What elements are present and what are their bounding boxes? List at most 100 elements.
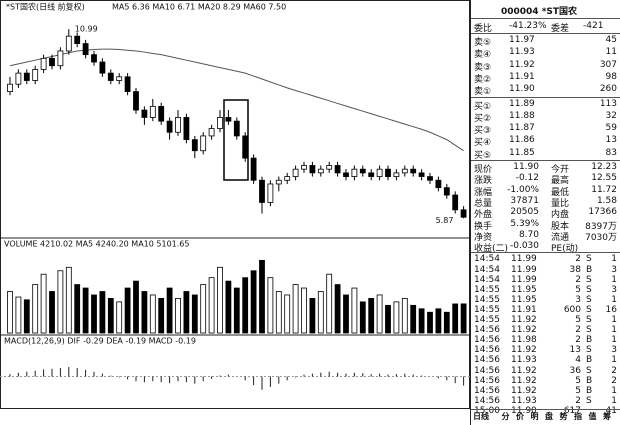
sell-cell: 45 bbox=[605, 35, 617, 45]
volume-bar bbox=[267, 277, 274, 334]
buy-cell: 买④ bbox=[474, 138, 492, 149]
tab[interactable]: 价 bbox=[516, 412, 524, 421]
trade-cell: 2 bbox=[575, 274, 581, 285]
trade-cell: 14:56 bbox=[474, 375, 500, 386]
buy-cell: 买③ bbox=[474, 126, 492, 137]
trade-cell: 14:56 bbox=[474, 335, 500, 346]
tab[interactable]: 筹 bbox=[603, 412, 611, 421]
trade-cell: S bbox=[586, 304, 592, 315]
volume-bar bbox=[317, 291, 324, 334]
trade-cell: 14:56 bbox=[474, 355, 500, 366]
candle-body bbox=[91, 54, 97, 63]
volume-bar bbox=[191, 294, 198, 334]
trade-cell: S bbox=[586, 294, 592, 305]
ma-text: MA5 6.36 MA10 6.71 MA20 8.29 MA60 7.50 bbox=[112, 3, 286, 12]
trade-cell: 14:54 bbox=[474, 254, 500, 265]
buy-cell: 买① bbox=[474, 101, 492, 112]
sell-cell: 11.93 bbox=[509, 47, 535, 58]
candle-body bbox=[74, 35, 81, 44]
separator bbox=[471, 96, 620, 98]
sell-cell: 11 bbox=[605, 47, 617, 58]
trade-cell: S bbox=[586, 345, 592, 356]
buy-cell: 59 bbox=[605, 123, 617, 134]
sell-cell: 11.97 bbox=[509, 35, 535, 45]
volume-label: VOLUME 4210.02 MA5 4240.20 MA10 5101.65 bbox=[4, 240, 189, 249]
trade-cell: 5 bbox=[575, 315, 581, 325]
volume-bar bbox=[326, 273, 333, 334]
candle-body bbox=[183, 117, 190, 141]
volume-bar bbox=[284, 294, 291, 334]
volume-bar bbox=[74, 284, 81, 334]
buy-cell: 买② bbox=[474, 113, 492, 124]
ratio-cell: 委比 bbox=[474, 24, 493, 34]
stat-cell: -0.030 bbox=[509, 241, 539, 252]
candle-body bbox=[49, 57, 55, 67]
stat-cell: 1.58 bbox=[596, 195, 617, 206]
stat-cell: 17366 bbox=[588, 207, 617, 218]
stat-cell: 换手 bbox=[474, 221, 493, 232]
volume-bar bbox=[435, 308, 442, 334]
volume-bar bbox=[217, 266, 223, 334]
stat-cell: 11.90 bbox=[513, 162, 539, 172]
trade-cell: S bbox=[586, 284, 592, 295]
trade-cell: B bbox=[586, 375, 593, 386]
volume-bar bbox=[49, 291, 55, 334]
trade-cell: S bbox=[586, 254, 592, 265]
trade-cell: S bbox=[586, 325, 592, 336]
sell-cell: 307 bbox=[599, 59, 617, 70]
candle-body bbox=[107, 72, 114, 81]
ratio-cell: -41.23% bbox=[509, 21, 547, 31]
volume-bar bbox=[443, 311, 450, 334]
sell-cell: 卖④ bbox=[474, 50, 492, 61]
tab[interactable]: 值 bbox=[588, 412, 597, 421]
tab[interactable]: 分 bbox=[501, 412, 510, 421]
stat-cell: 涨幅 bbox=[474, 187, 493, 198]
tab[interactable]: 盘 bbox=[545, 412, 553, 421]
candle-body bbox=[317, 168, 324, 174]
stat-cell: 今开 bbox=[551, 165, 570, 175]
volume-bar bbox=[393, 301, 400, 334]
candle-body bbox=[385, 168, 391, 177]
candle-body bbox=[225, 117, 232, 122]
trade-cell: B bbox=[586, 385, 593, 396]
sell-cell: 卖② bbox=[474, 74, 492, 85]
volume-bar bbox=[376, 294, 383, 334]
volume-bar bbox=[427, 311, 433, 334]
candle-body bbox=[393, 172, 400, 177]
trade-cell: 36 bbox=[569, 365, 581, 376]
volume-bar bbox=[107, 298, 114, 334]
sell-cell: 卖⑤ bbox=[474, 38, 492, 48]
volume-bar bbox=[385, 304, 391, 334]
tab[interactable]: 明 bbox=[530, 412, 539, 421]
volume-bar bbox=[401, 298, 408, 334]
trade-cell: 11.92 bbox=[511, 365, 537, 376]
stat-cell: PE(动) bbox=[551, 244, 579, 255]
stat-cell: 流通 bbox=[551, 232, 570, 243]
volume-bar bbox=[183, 291, 190, 334]
trade-cell: 1 bbox=[611, 355, 617, 366]
candle-body bbox=[410, 168, 417, 174]
volume-bar bbox=[259, 259, 265, 334]
tab[interactable]: 势 bbox=[559, 412, 568, 421]
candle-body bbox=[343, 172, 349, 177]
candle-body bbox=[133, 91, 139, 111]
separator bbox=[471, 18, 620, 19]
stat-cell: 外盘 bbox=[474, 210, 493, 221]
trade-cell: 11.93 bbox=[511, 395, 537, 406]
stat-cell: 11.72 bbox=[591, 184, 617, 195]
tab[interactable]: 指 bbox=[574, 412, 582, 421]
stat-cell: 8.70 bbox=[518, 229, 539, 240]
buy-cell: 113 bbox=[599, 98, 617, 109]
trade-cell: 15:00 bbox=[474, 405, 500, 416]
sell-cell: 11.92 bbox=[509, 59, 535, 70]
sell-cell: 卖③ bbox=[474, 62, 492, 73]
trade-cell: 1 bbox=[611, 254, 617, 265]
stat-cell: 最高 bbox=[551, 176, 570, 187]
tab[interactable]: 日线 bbox=[473, 412, 489, 421]
trade-cell: 41 bbox=[605, 405, 617, 416]
volume-bar bbox=[57, 270, 64, 334]
separator bbox=[471, 33, 620, 34]
stat-cell: -0.12 bbox=[515, 173, 539, 184]
frame bbox=[0, 0, 470, 409]
sell-cell: 98 bbox=[605, 71, 617, 82]
